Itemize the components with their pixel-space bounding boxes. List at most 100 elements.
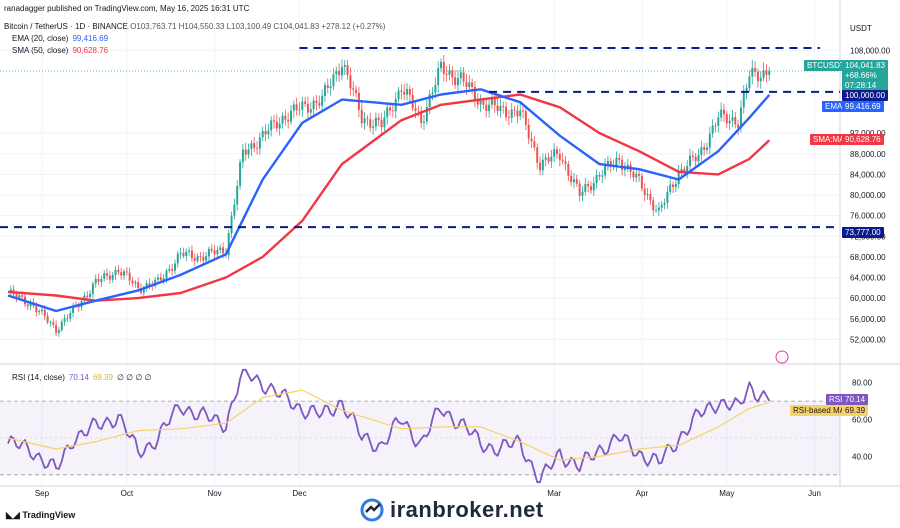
candle-body [332,74,335,87]
candle-body [553,149,556,157]
price-tag: 104,041.83 +68.66% 07:28:14 [842,60,889,92]
candle-body [38,311,41,313]
x-tick-label: Nov [207,489,221,498]
candle-body [578,183,581,196]
y-tick-label: 108,000.00 [850,47,891,56]
candle-body [168,269,171,271]
candle-body [298,109,301,111]
candle-body [137,282,140,289]
candle-body [202,256,205,261]
candle-body [533,141,536,148]
candle-body [290,110,292,122]
y-tick-label: 52,000.00 [850,335,886,344]
candle-body [754,68,757,72]
publisher-line: ranadagger published on TradingView.com,… [4,4,250,13]
candle-body [561,159,564,162]
candle-body [343,65,346,67]
candle-body [609,160,612,167]
candle-body [389,107,392,111]
candle-body [26,304,29,307]
x-tick-label: Oct [121,489,134,498]
candle-body [722,109,725,115]
candle-body [301,101,304,110]
y-tick-label: 88,000.00 [850,150,886,159]
candle-body [482,100,485,105]
candle-body [465,81,468,87]
y-tick-label: 64,000.00 [850,274,886,283]
ohlc-values: O103,763.71 H104,550.33 L103,100.49 C104… [130,22,386,31]
candle-body [604,164,607,176]
candle-body [258,137,261,149]
candle-body [499,106,502,112]
candle-body [471,82,474,87]
candle-body [264,131,267,135]
candle-body [652,200,655,211]
candle-body [473,86,476,101]
level-73777-tag: 73,777.00 [842,227,884,238]
candle-body [649,194,652,201]
candle-body [222,247,225,254]
sma-legend-value: 90,628.76 [72,46,109,55]
rsi-y-tick-label: 60.00 [852,416,873,425]
y-tick-label: 60,000.00 [850,294,886,303]
candle-body [182,252,185,257]
candle-body [524,111,527,125]
sma-legend[interactable]: SMA (50, close) 90,628.76 [12,46,108,55]
sma-tag: SMA:MA [810,134,848,145]
candle-body [380,119,383,128]
candle-body [646,194,649,196]
candle-body [706,147,708,150]
candle-body [349,75,352,89]
candle-body [338,70,341,76]
rsi-ma-legend-value: 69.39 [92,373,113,382]
candle-body [275,121,278,129]
candle-body [606,160,609,165]
candle-body [66,318,69,320]
candle-body [100,278,103,282]
candle-body [420,110,423,123]
candle-body [442,61,445,74]
x-tick-label: May [719,489,734,498]
candle-body [173,263,176,271]
candle-body [476,100,479,105]
x-tick-label: Mar [547,489,561,498]
price-tag-countdown: 07:28:14 [845,81,877,90]
candle-body [213,250,216,255]
candle-body [703,147,706,150]
level-100k-tag: 100,000.00 [842,90,889,101]
candle-body [340,66,343,76]
candle-body [267,130,270,135]
candle-body [128,272,131,281]
ema-legend[interactable]: EMA (20, close) 99,416.69 [12,34,108,43]
candle-body [479,100,482,105]
candle-body [278,123,281,129]
candle-body [615,157,618,166]
candle-body [505,106,508,118]
sma-legend-label: SMA (50, close) [12,46,69,55]
rsi-y-tick-label: 40.00 [852,452,873,461]
candle-body [697,155,700,162]
tradingview-logo[interactable]: ◣◢ TradingView [6,510,75,521]
sma50-line [7,93,771,302]
candle-body [720,109,723,118]
watermark-text: iranbroker.net [390,497,544,522]
candle-body [459,72,462,79]
symbol-name: Bitcoin / TetherUS · 1D · BINANCE [4,22,128,31]
candle-body [352,88,355,90]
candle-body [434,85,437,93]
candle-body [233,204,236,216]
candle-body [29,302,32,307]
candle-body [595,175,598,184]
candle-body [312,100,315,110]
candle-body [567,164,570,176]
candle-body [120,272,123,276]
candle-body [592,183,595,191]
ema-value-tag: 99,416.69 [842,101,884,112]
rsi-legend[interactable]: RSI (14, close) 70.14 69.39 ∅ ∅ ∅ ∅ [12,373,152,382]
candle-body [589,186,592,191]
candle-body [199,256,202,257]
tradingview-logo-text: TradingView [22,510,76,520]
candle-body [63,318,66,322]
rsi-tag: RSI [826,394,846,405]
